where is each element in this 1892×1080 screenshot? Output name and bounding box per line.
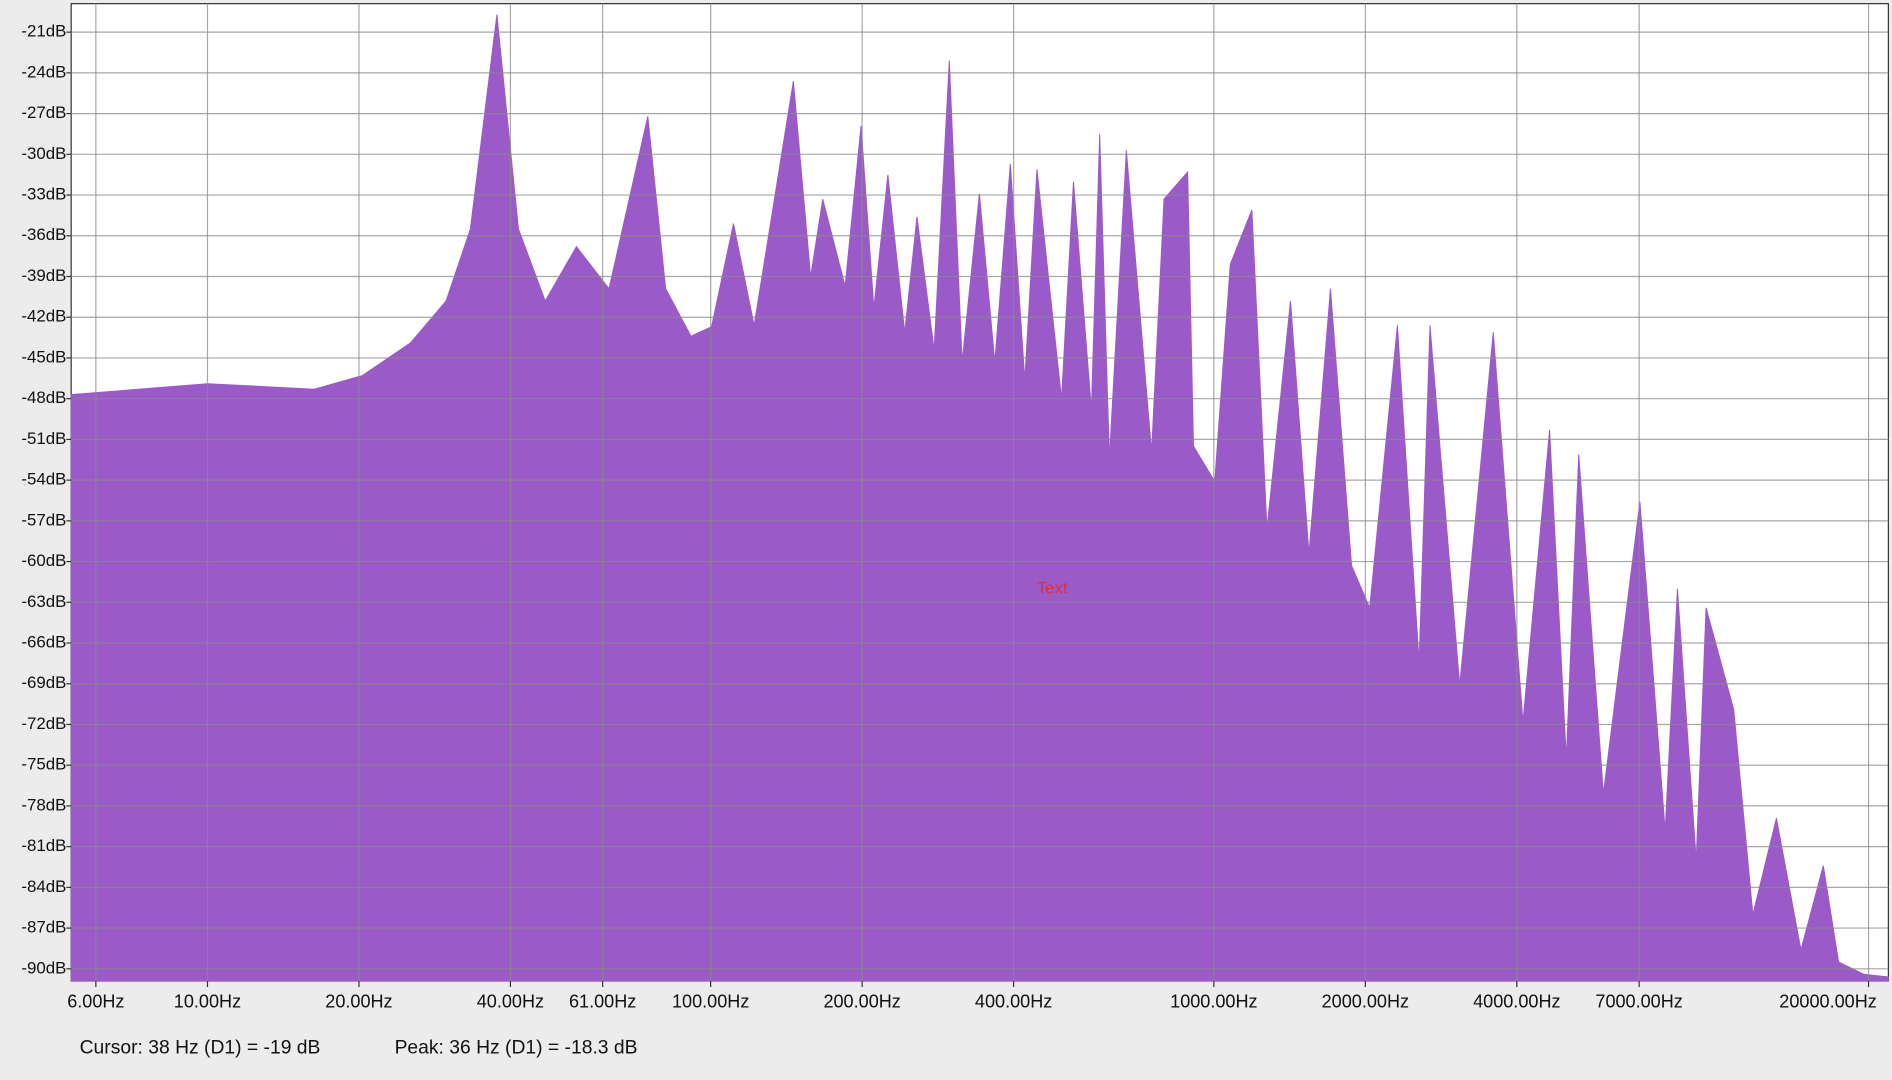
y-tick-label: -72dB — [21, 714, 66, 733]
y-tick-label: -84dB — [21, 877, 66, 896]
x-tick-label: 4000.00Hz — [1473, 992, 1560, 1012]
y-tick-label: -30dB — [21, 144, 66, 163]
x-tick-label: 10.00Hz — [174, 992, 241, 1012]
y-tick-label: -42dB — [21, 307, 66, 326]
y-tick-label: -36dB — [21, 225, 66, 244]
grid — [71, 3, 1889, 982]
y-tick-label: -63dB — [21, 592, 66, 611]
y-tick-label: -54dB — [21, 470, 66, 489]
x-tick-label: 20.00Hz — [325, 992, 392, 1012]
spectrum-area — [70, 14, 1889, 982]
y-tick-label: -75dB — [21, 755, 66, 774]
cursor-status: Cursor: 38 Hz (D1) = -19 dB — [80, 1038, 321, 1059]
marks — [70, 14, 1889, 982]
y-tick-label: -48dB — [21, 388, 66, 407]
y-tick-label: -27dB — [21, 103, 66, 122]
y-tick-label: -24dB — [21, 62, 66, 81]
y-tick-label: -87dB — [21, 918, 66, 937]
y-tick-label: -57dB — [21, 510, 66, 529]
y-tick-label: -21dB — [21, 22, 66, 41]
x-tick-label: 1000.00Hz — [1170, 992, 1257, 1012]
x-tick-label: 400.00Hz — [975, 992, 1052, 1012]
x-tick-label: 20000.00Hz — [1779, 992, 1876, 1012]
x-tick-label: 2000.00Hz — [1322, 992, 1409, 1012]
y-tick-label: -81dB — [21, 836, 66, 855]
y-tick-label: -69dB — [21, 673, 66, 692]
x-tick-label: 7000.00Hz — [1595, 992, 1682, 1012]
y-tick-label: -33dB — [21, 185, 66, 204]
peak-status: Peak: 36 Hz (D1) = -18.3 dB — [395, 1038, 638, 1059]
annotation: Text — [1037, 578, 1068, 597]
y-tick-label: -45dB — [21, 347, 66, 366]
x-tick-label: 40.00Hz — [477, 992, 544, 1012]
x-tick-label: 61.00Hz — [569, 992, 636, 1012]
x-tick-label: 200.00Hz — [823, 992, 900, 1012]
y-tick-label: -78dB — [21, 795, 66, 814]
y-tick-label: -60dB — [21, 551, 66, 570]
y-tick-label: -39dB — [21, 266, 66, 285]
labels: -21dB -24dB -27dB -30dB -33dB -36dB -39dB -42dB… — [21, 22, 1876, 1012]
x-tick-label: 6.00Hz — [67, 992, 124, 1012]
y-tick-label: -66dB — [21, 632, 66, 651]
y-tick-label: -51dB — [21, 429, 66, 448]
x-tick-label: 100.00Hz — [672, 992, 749, 1012]
y-tick-label: -90dB — [21, 958, 66, 977]
